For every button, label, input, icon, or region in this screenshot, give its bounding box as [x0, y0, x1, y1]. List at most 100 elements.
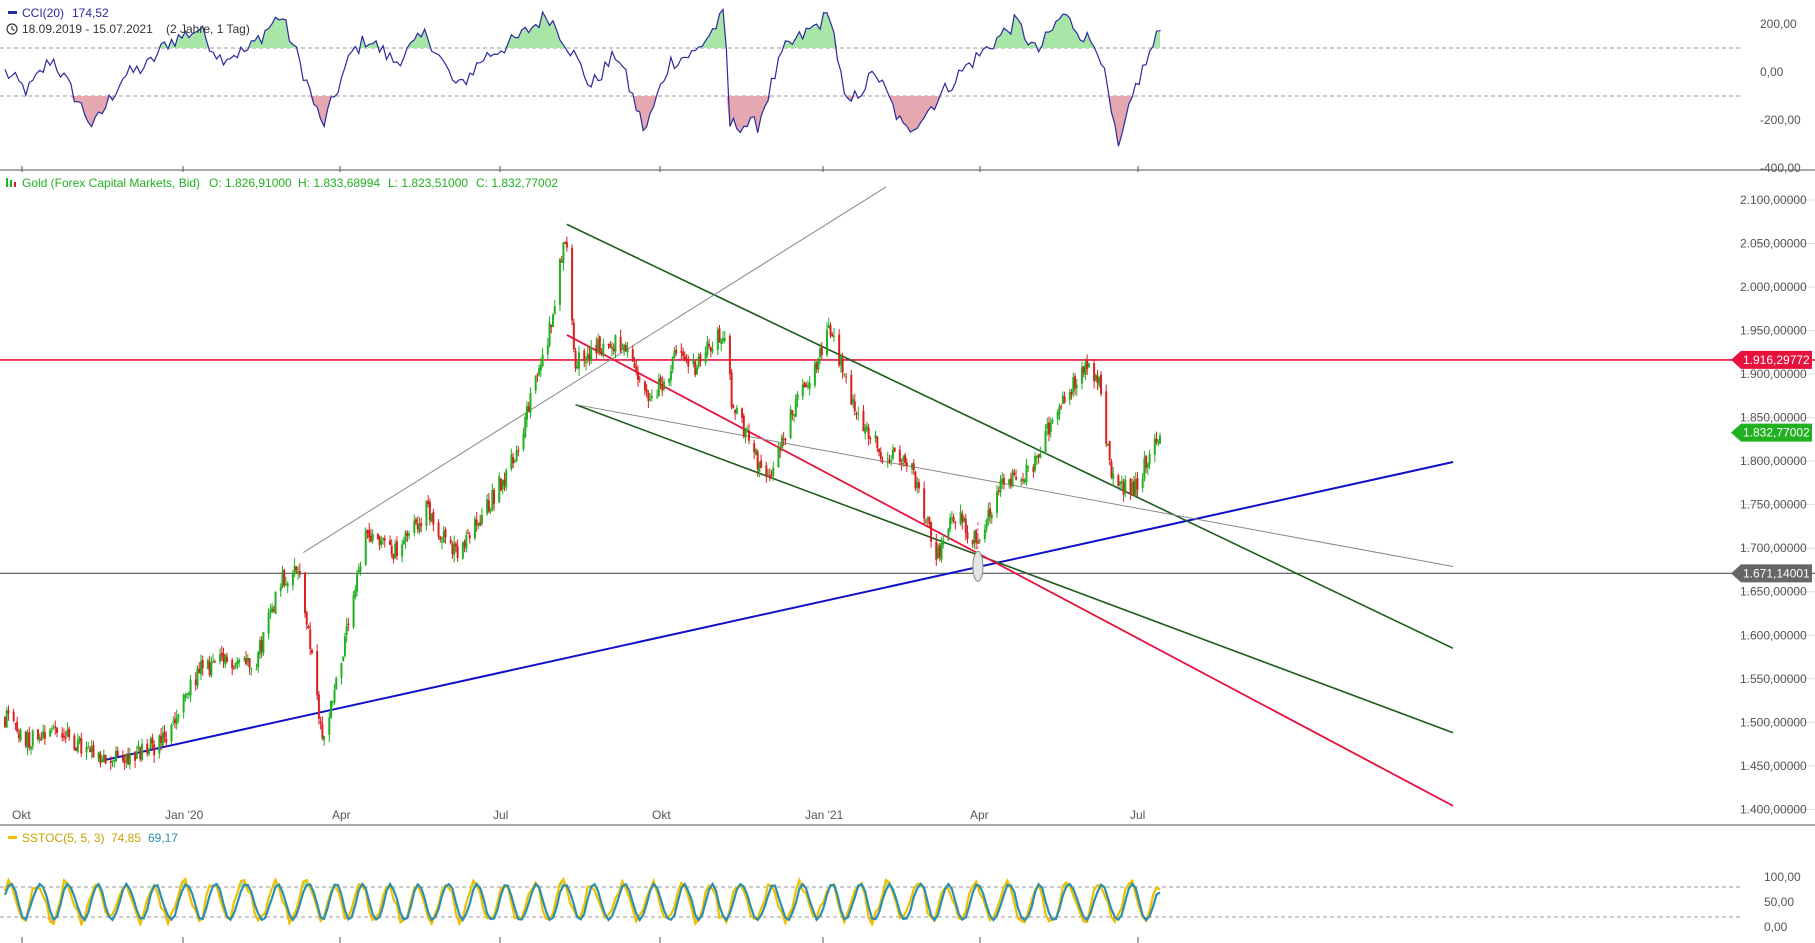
- candle-body: [937, 547, 940, 559]
- candle-body: [878, 448, 881, 453]
- candlesticks: [4, 236, 1161, 770]
- candle-body: [827, 325, 830, 328]
- candle-body: [151, 737, 154, 744]
- candle-body: [975, 530, 978, 543]
- annotation-marker[interactable]: [972, 522, 984, 582]
- candle-body: [345, 625, 348, 635]
- candle-body: [335, 677, 338, 690]
- candle-body: [28, 732, 31, 748]
- candle-body: [331, 701, 334, 703]
- candle-body: [841, 358, 844, 373]
- candle-body: [453, 543, 456, 556]
- candle-body: [671, 357, 674, 370]
- candle-body: [904, 454, 907, 463]
- stoch-y-tick-label: 100,00: [1764, 870, 1801, 884]
- stoch-d-value: 69,17: [148, 831, 178, 845]
- candle-body: [78, 737, 81, 742]
- candle-body: [874, 435, 877, 439]
- candle-body: [852, 398, 855, 403]
- horizontal-levels: [0, 359, 1815, 574]
- candle-body: [721, 338, 724, 342]
- candle-body: [1100, 374, 1103, 394]
- dark-green-trendline: [566, 223, 1454, 650]
- candle-body: [413, 520, 416, 533]
- support-badge-label: 1.671,14001: [1743, 566, 1810, 580]
- candle-body: [401, 544, 404, 557]
- candle-body: [801, 384, 804, 397]
- candle-body: [949, 517, 952, 529]
- candle-body: [777, 447, 780, 468]
- candle-body: [588, 354, 591, 359]
- candle-body: [564, 242, 567, 244]
- resistance-badge-label: 1.916,29772: [1743, 353, 1810, 367]
- candle-body: [425, 501, 428, 527]
- candle-body: [999, 480, 1002, 493]
- candle-body: [357, 570, 360, 573]
- candle-body: [451, 544, 454, 555]
- candle-body: [989, 508, 992, 517]
- candle-body: [864, 427, 867, 434]
- candle-body: [552, 314, 555, 327]
- candle-body: [210, 662, 213, 676]
- candle-body: [548, 322, 551, 346]
- candle-body: [935, 541, 938, 561]
- candle-body: [779, 449, 782, 451]
- candle-body: [286, 583, 289, 587]
- candle-body: [43, 732, 46, 739]
- stoch-y-tick-label: 0,00: [1764, 920, 1788, 934]
- candle-body: [636, 371, 639, 380]
- candle-body: [720, 341, 723, 344]
- candle-body: [234, 662, 237, 668]
- candle-body: [293, 565, 296, 575]
- candle-body: [503, 479, 506, 485]
- candle-body: [271, 607, 274, 613]
- candle-body: [1021, 479, 1024, 481]
- ohlc-low: L: 1.823,51000: [388, 176, 468, 190]
- candle-body: [113, 760, 116, 762]
- candle-body: [610, 346, 613, 349]
- candle-body: [427, 500, 430, 504]
- candle-body: [1013, 472, 1016, 475]
- candle-body: [1001, 478, 1004, 483]
- candle-body: [114, 750, 117, 762]
- candle-body: [369, 536, 372, 542]
- candle-body: [456, 546, 459, 558]
- candle-body: [198, 668, 201, 673]
- candle-body: [893, 447, 896, 452]
- candle-body: [753, 443, 756, 453]
- candle-body: [963, 518, 966, 521]
- candle-body: [728, 336, 731, 374]
- candle-body: [1051, 419, 1054, 423]
- candle-body: [680, 351, 683, 353]
- candle-body: [1049, 422, 1052, 433]
- candle-body: [1082, 366, 1085, 374]
- candle-body: [376, 533, 379, 540]
- candle-body: [754, 449, 757, 455]
- candle-body: [572, 322, 575, 350]
- candle-body: [175, 717, 178, 725]
- candle-body: [926, 518, 929, 520]
- candle-body: [139, 747, 142, 760]
- candle-body: [1119, 482, 1122, 485]
- candle-body: [756, 451, 759, 470]
- candle-body: [590, 347, 593, 362]
- candle-body: [101, 759, 104, 763]
- candle-body: [657, 379, 660, 397]
- stoch-k-value: 74,85: [111, 831, 141, 845]
- candle-body: [182, 695, 185, 713]
- candle-body: [879, 451, 882, 460]
- candle-body: [30, 747, 33, 750]
- clock-icon: [6, 23, 18, 35]
- candle-body: [1105, 391, 1108, 444]
- candle-body: [973, 530, 976, 544]
- dark-green-trendline: [575, 403, 1454, 734]
- candle-body: [510, 454, 513, 470]
- candle-body: [886, 459, 889, 461]
- candle-body: [940, 543, 943, 560]
- candle-body: [499, 478, 502, 491]
- candle-body: [208, 661, 211, 675]
- candle-body: [626, 348, 629, 353]
- x-label-apr-2021: Apr: [970, 808, 989, 822]
- candle-body: [137, 746, 140, 749]
